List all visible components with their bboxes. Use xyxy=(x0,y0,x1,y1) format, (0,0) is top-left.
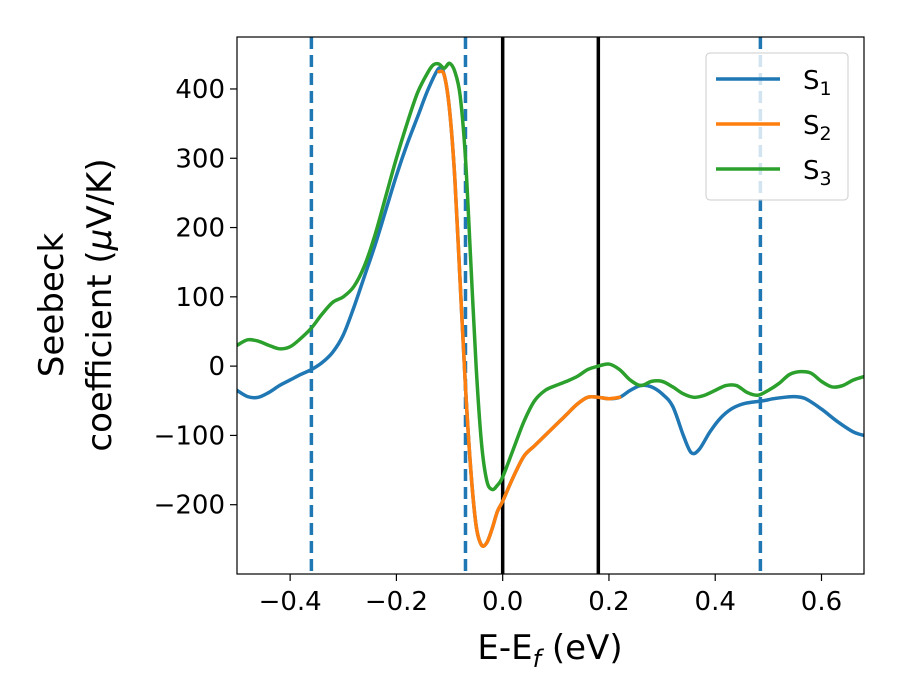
legend: S1 S2 S3 xyxy=(705,52,849,201)
x-tick-label: 0.0 xyxy=(482,587,523,617)
legend-label-s3: S3 xyxy=(803,156,832,190)
y-tick-label: 400 xyxy=(175,75,225,105)
x-axis-label: E-Ef (eV) xyxy=(477,628,622,673)
y-tick-label: 0 xyxy=(208,352,225,382)
x-tick-label: 0.4 xyxy=(695,587,736,617)
x-tick-label: 0.6 xyxy=(801,587,842,617)
series-line-s2 xyxy=(437,69,622,548)
x-tick-label: −0.4 xyxy=(259,587,322,617)
y-tick-label: 300 xyxy=(175,144,225,174)
plot-frame xyxy=(236,36,865,575)
y-tick-label: −100 xyxy=(154,421,225,451)
legend-label-s2: S2 xyxy=(803,111,832,145)
vertical-lines xyxy=(309,37,763,574)
y-axis-label: Seebeck coefficient (μV/K) xyxy=(32,158,120,451)
x-tick-label: 0.2 xyxy=(588,587,629,617)
legend-box xyxy=(705,52,849,201)
y-axis-ticks: −200 −100 0 100 200 300 400 xyxy=(154,75,237,521)
x-tick-label: −0.2 xyxy=(365,587,428,617)
series-layer xyxy=(237,61,864,548)
y-tick-label: 100 xyxy=(175,283,225,313)
y-tick-label: −200 xyxy=(154,491,225,521)
x-axis-ticks: −0.4 −0.2 0.0 0.2 0.4 0.6 xyxy=(259,574,842,617)
y-axis-label-line2: coefficient (μV/K) xyxy=(80,158,120,451)
series-line-s3 xyxy=(237,61,864,492)
legend-label-s1: S1 xyxy=(803,66,832,100)
y-axis-label-line1: Seebeck xyxy=(32,233,72,378)
y-tick-label: 200 xyxy=(175,214,225,244)
